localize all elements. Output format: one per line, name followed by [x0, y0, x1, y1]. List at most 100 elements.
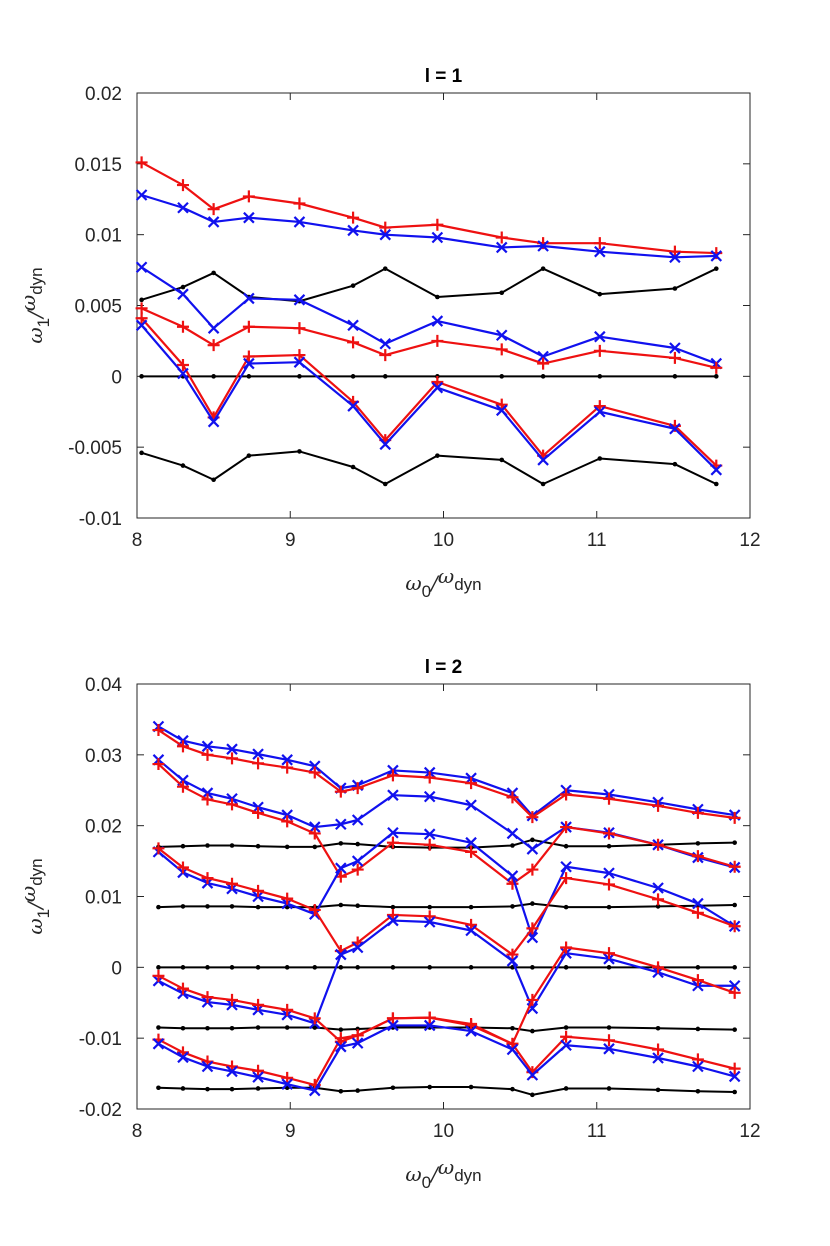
series-line-black-2	[158, 902, 735, 909]
data-point	[281, 754, 293, 766]
data-point	[379, 438, 392, 451]
data-point	[201, 1060, 214, 1073]
data-point	[135, 312, 148, 325]
data-point	[205, 904, 210, 909]
data-point	[207, 339, 220, 352]
data-point	[506, 877, 519, 890]
data-point	[732, 1027, 737, 1032]
data-point	[732, 840, 737, 845]
data-point	[229, 1025, 235, 1031]
data-point	[281, 892, 294, 905]
data-point	[560, 788, 573, 801]
data-point	[176, 861, 189, 874]
data-point	[465, 924, 477, 937]
data-point	[152, 842, 165, 855]
data-point	[379, 349, 392, 362]
data-point	[495, 343, 508, 356]
series-blue-5	[152, 1019, 741, 1097]
x-tick-label: 10	[433, 1121, 454, 1142]
series-red-2	[135, 302, 723, 374]
data-point	[672, 461, 678, 467]
series-red-1	[135, 156, 723, 260]
data-point	[135, 156, 148, 169]
y-tick-label: 0.01	[85, 888, 122, 909]
data-point	[669, 342, 681, 354]
x-axis-label-sep: /	[429, 1162, 440, 1186]
data-point	[713, 266, 719, 271]
data-point	[537, 350, 549, 363]
data-point	[382, 266, 388, 271]
data-point	[423, 828, 436, 840]
y-axis-label-symbol2: ω	[16, 886, 40, 902]
data-point	[593, 344, 606, 357]
data-point	[732, 965, 737, 970]
data-point	[506, 870, 519, 882]
data-point	[281, 815, 294, 828]
data-point	[597, 291, 603, 297]
y-axis-label-symbol: ω	[23, 918, 47, 934]
data-point	[603, 947, 616, 960]
data-point	[506, 948, 519, 961]
data-point	[563, 965, 569, 970]
data-point	[335, 818, 347, 831]
data-point	[710, 361, 723, 374]
data-point	[252, 1064, 265, 1077]
data-point	[226, 993, 239, 1006]
data-point	[255, 1086, 261, 1091]
data-point	[246, 374, 252, 379]
x-tick-label: 12	[739, 530, 760, 551]
data-point	[668, 245, 681, 258]
data-point	[335, 1040, 347, 1053]
data-point	[176, 982, 189, 995]
data-point	[379, 337, 392, 350]
data-point	[180, 463, 186, 468]
data-point	[350, 464, 356, 470]
x-tick-label: 12	[739, 1121, 760, 1142]
data-point	[351, 782, 364, 795]
data-point	[387, 789, 399, 801]
data-point	[672, 286, 678, 291]
data-point	[255, 843, 261, 849]
data-point	[176, 320, 189, 333]
data-point	[379, 228, 392, 241]
data-point	[229, 1086, 235, 1092]
series-red-2	[152, 758, 741, 890]
data-point	[526, 1069, 539, 1081]
data-point	[695, 1088, 701, 1094]
data-point	[713, 374, 719, 379]
data-point	[139, 450, 144, 456]
data-point	[177, 1051, 189, 1064]
data-point	[243, 357, 255, 370]
data-point	[431, 376, 444, 388]
data-point	[606, 965, 612, 970]
y-axis-label-sub: 1	[34, 318, 53, 327]
data-point	[652, 961, 665, 974]
data-point	[308, 760, 321, 772]
data-point	[728, 979, 741, 992]
data-point	[499, 457, 505, 463]
data-point	[255, 965, 261, 970]
data-point	[603, 1043, 615, 1055]
data-point	[603, 1034, 616, 1047]
data-point	[655, 1087, 661, 1093]
data-point	[338, 1027, 344, 1032]
series-black-zero	[139, 374, 719, 379]
data-point	[603, 827, 616, 840]
data-point	[468, 965, 474, 970]
data-point	[495, 241, 508, 254]
series-red-4	[152, 941, 741, 1050]
data-point	[390, 965, 396, 970]
data-point	[176, 359, 189, 371]
data-point	[691, 850, 704, 863]
data-point	[386, 836, 399, 849]
y-axis-label-sep: /	[23, 309, 47, 320]
data-point	[560, 1030, 573, 1043]
data-point	[603, 792, 616, 805]
data-point	[423, 1019, 436, 1032]
data-point	[139, 374, 144, 379]
data-point	[284, 844, 290, 850]
data-point	[593, 400, 606, 413]
data-point	[386, 1012, 399, 1025]
data-point	[229, 965, 235, 970]
data-point	[435, 294, 440, 300]
